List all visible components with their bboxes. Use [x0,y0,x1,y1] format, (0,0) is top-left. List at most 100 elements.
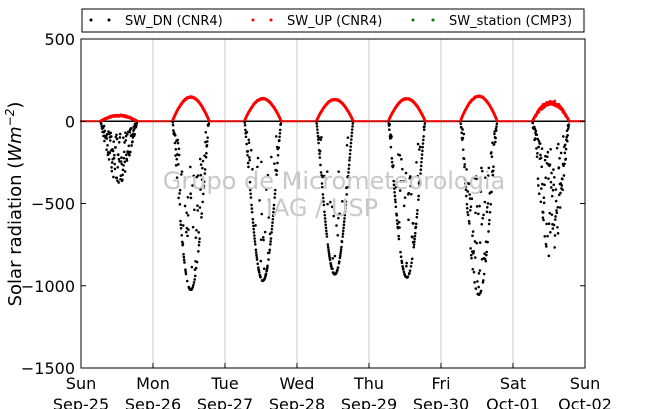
sw-dn-point [264,272,268,276]
legend-marker [269,18,273,22]
sw-dn-point [394,185,398,189]
sw-dn-point [337,170,340,173]
sw-dn-point [535,155,539,158]
sw-dn-point [320,182,324,185]
sw-dn-point [467,219,471,223]
sw-dn-point [255,255,259,259]
sw-dn-point [413,231,417,235]
sw-dn-point [548,163,552,166]
sw-dn-point [467,182,471,186]
sw-dn-point [547,254,551,258]
sw-dn-point [338,254,342,258]
sw-up-point [574,120,578,123]
sw-dn-point [480,222,484,226]
sw-dn-point [533,137,537,140]
sw-dn-point [415,215,419,219]
sw-dn-point [393,190,396,194]
x-tick-date: Sep-26 [125,395,181,409]
sw-dn-point [250,207,254,210]
sw-up-point [214,120,218,123]
sw-dn-point [494,140,497,144]
sw-up-point [154,120,157,123]
sw-dn-point [336,268,339,272]
sw-dn-point [322,200,325,203]
sw-dn-point [461,136,465,140]
sw-dn-point [388,123,391,126]
sw-dn-point [552,168,555,171]
sw-dn-point [271,214,275,217]
legend-entry-sw-dn: SW_DN (CNR4) [89,14,223,29]
sw-dn-point [409,175,412,178]
sw-dn-point [325,235,329,238]
sw-dn-point [461,128,464,131]
sw-dn-point [553,176,556,179]
sw-dn-point [489,151,493,154]
sw-dn-point [173,134,177,137]
sw-dn-point [245,142,248,146]
sw-dn-point [549,186,553,189]
sw-dn-point [555,146,559,150]
sw-dn-point [495,122,499,126]
sw-dn-point [538,142,542,145]
sw-dn-point [112,140,116,143]
sw-dn-point [475,205,479,208]
sw-dn-point [540,147,544,150]
sw-dn-point [462,157,466,161]
x-axis: Sun Sep-25 Mon Sep-26 Tue Sep-27 Wed Sep-28 Thu S… [53,363,612,409]
sw-dn-point [114,145,117,149]
y-tick-label: −1500 [21,359,75,378]
sw-dn-point [275,173,278,176]
sw-dn-point [260,212,264,216]
sw-dn-point [199,163,203,166]
sw-up-point [90,120,94,123]
sw-dn-point [552,223,556,227]
sw-dn-point [484,176,487,179]
sw-dn-point [272,207,276,210]
sw-dn-point [249,148,253,152]
sw-dn-point [128,153,131,157]
sw-dn-point [531,121,535,125]
sw-dn-point [177,163,180,166]
sw-dn-point [542,201,546,205]
sw-up-point [351,120,355,123]
sw-dn-point [559,191,562,195]
sw-up-point [282,120,285,123]
sw-dn-point [189,192,192,196]
sw-up-point [428,120,431,123]
sw-dn-point [548,211,552,215]
sw-dn-point [109,139,112,142]
sw-dn-point [464,185,467,188]
sw-dn-point [193,278,196,281]
sw-dn-point [415,212,419,216]
sw-dn-point [465,194,468,198]
sw-dn-point [464,182,467,185]
sw-dn-point [331,267,334,271]
sw-up-point [234,120,238,123]
sw-dn-point [564,157,568,161]
sw-dn-point [179,223,183,227]
sw-dn-point [491,169,495,173]
sw-dn-point [263,230,267,234]
legend-marker [251,18,255,22]
sw-dn-point [536,137,539,141]
sw-dn-point [469,253,473,257]
sw-dn-point [478,269,482,272]
sw-dn-point [193,274,197,278]
sw-dn-point [342,226,345,230]
sw-dn-point [118,132,122,136]
sw-dn-point [392,183,396,187]
sw-dn-point [541,211,545,214]
sw-dn-point [397,220,401,224]
sw-dn-point [327,252,331,256]
sw-dn-point [398,189,402,192]
sw-up-point [226,120,229,123]
sw-dn-point [255,258,259,261]
sw-dn-point [534,129,538,133]
sw-dn-point [469,209,472,212]
sw-up-point [528,120,531,123]
sw-dn-point [327,250,331,253]
sw-up-point [138,120,141,123]
sw-dn-point [563,162,566,166]
sw-dn-point [535,133,539,136]
